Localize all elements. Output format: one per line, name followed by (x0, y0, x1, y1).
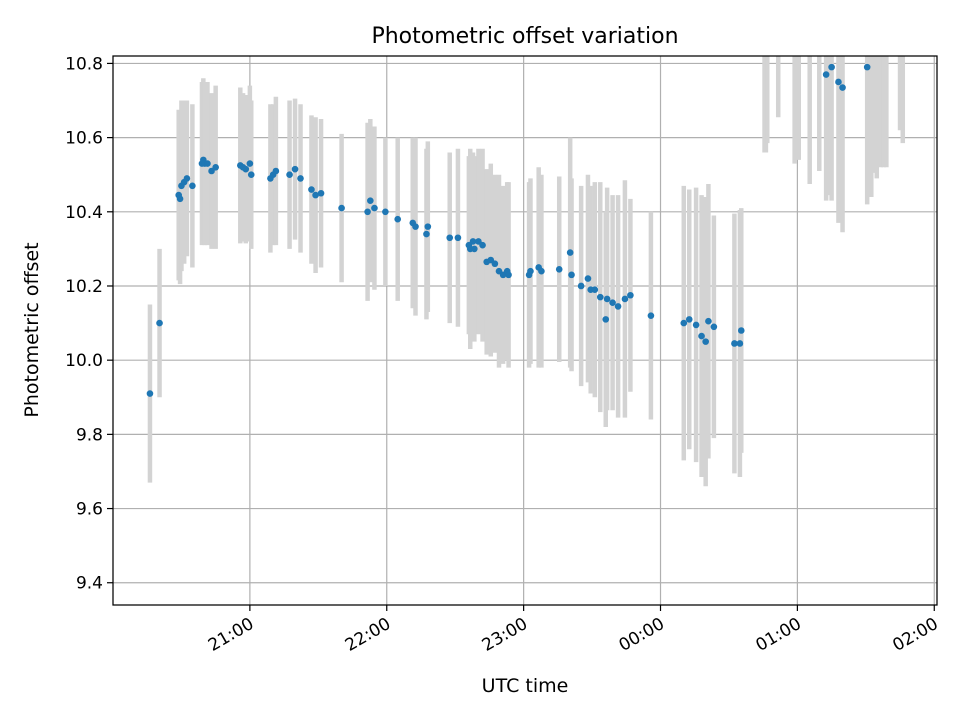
data-point (189, 182, 196, 190)
data-point (371, 204, 378, 212)
data-point (555, 265, 563, 273)
y-tick-label: 10.8 (65, 54, 103, 74)
data-point (822, 71, 830, 78)
data-point (584, 275, 592, 282)
x-axis-label: UTC time (482, 675, 569, 697)
y-tick-label: 10.0 (65, 351, 103, 371)
data-point (568, 271, 575, 279)
grid-lines (113, 56, 937, 605)
data-point (705, 317, 712, 325)
data-point (454, 234, 462, 242)
y-tick-label: 10.6 (65, 129, 103, 149)
data-point (338, 204, 345, 212)
data-point (317, 189, 325, 197)
data-point (247, 171, 255, 179)
data-point (596, 293, 604, 301)
data-point (469, 238, 477, 245)
data-point (312, 191, 319, 199)
data-point (382, 208, 389, 216)
data-point (491, 260, 499, 268)
data-point (621, 295, 629, 303)
data-point (446, 234, 454, 242)
data-point (591, 286, 599, 293)
data-point (242, 165, 250, 173)
y-tick-label: 10.4 (65, 203, 103, 223)
data-point (471, 245, 478, 253)
data-point (839, 84, 846, 91)
data-point (828, 63, 835, 71)
data-point (577, 282, 585, 290)
data-point (423, 230, 430, 238)
y-tick-label: 9.6 (76, 500, 103, 520)
data-point (308, 186, 315, 193)
data-point (286, 171, 293, 179)
data-point (627, 291, 634, 299)
data-point (505, 271, 512, 279)
data-point (412, 223, 419, 230)
y-tick-label: 10.2 (65, 277, 103, 297)
data-point (538, 267, 545, 275)
data-point (291, 165, 299, 173)
data-point (394, 215, 402, 223)
y-tick-label: 9.4 (76, 574, 103, 594)
y-tick-label: 9.8 (76, 425, 103, 445)
data-point (204, 160, 211, 167)
data-point (863, 63, 871, 71)
data-point (424, 223, 432, 230)
data-point (602, 316, 610, 323)
data-point (647, 312, 655, 319)
plot-frame (112, 55, 938, 606)
chart-title: Photometric offset variation (371, 24, 678, 49)
data-point (737, 327, 745, 334)
data-point (176, 195, 184, 203)
data-point (527, 267, 534, 275)
data-point (835, 78, 842, 86)
y-axis: 9.4 9.6 9.8 10.0 10.2 10.4 10.6 10.8 (65, 54, 113, 594)
data-points (146, 63, 871, 397)
plot-area (113, 56, 937, 605)
data-point (685, 316, 693, 323)
data-point (609, 299, 616, 306)
data-point (603, 295, 611, 303)
data-point (297, 175, 304, 182)
data-point (212, 163, 219, 171)
data-point (183, 175, 191, 182)
data-point (146, 390, 154, 397)
data-point (156, 319, 163, 327)
data-point (710, 323, 718, 331)
data-point (698, 332, 705, 340)
data-point (479, 241, 486, 249)
data-point (692, 321, 700, 329)
data-point (364, 208, 371, 216)
data-point (731, 340, 738, 347)
data-point (680, 319, 688, 327)
data-point (614, 303, 622, 310)
data-point (566, 249, 574, 256)
data-point (367, 197, 374, 204)
data-point (272, 167, 280, 175)
data-point (702, 338, 709, 345)
data-point (246, 160, 254, 167)
data-point (736, 340, 744, 347)
y-axis-label: Photometric offset (21, 242, 43, 417)
